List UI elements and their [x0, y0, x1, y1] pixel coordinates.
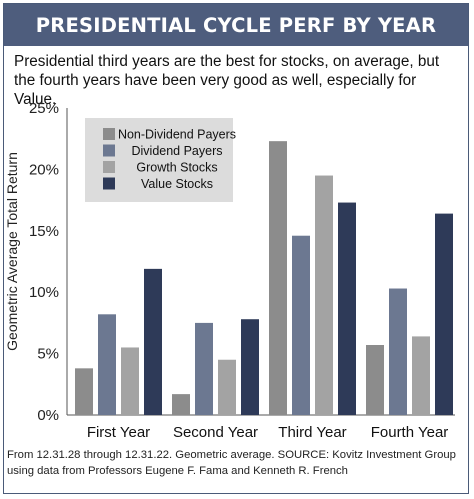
bar-non-dividend-payers-first-year [75, 368, 93, 415]
bar-value-stocks-third-year [338, 202, 356, 415]
y-axis-title: Geometric Average Total Return [4, 152, 20, 351]
bar-growth-stocks-third-year [315, 175, 333, 415]
bar-non-dividend-payers-second-year [172, 394, 190, 415]
bar-growth-stocks-first-year [121, 347, 139, 415]
source-footnote: From 12.31.28 through 12.31.22. Geometri… [7, 449, 456, 477]
bar-dividend-payers-first-year [98, 314, 116, 415]
bar-dividend-payers-fourth-year [389, 288, 407, 415]
bar-dividend-payers-second-year [195, 322, 213, 415]
bar-dividend-payers-third-year [292, 235, 310, 415]
x-category-label: Second Year [173, 424, 258, 441]
x-category-labels: First Year Second Year Third Year Fourth Ye… [87, 424, 448, 441]
bar-growth-stocks-fourth-year [412, 336, 430, 415]
x-category-label: First Year [87, 424, 150, 441]
legend-swatch [103, 177, 115, 190]
x-category-label: Third Year [278, 424, 346, 441]
bar-non-dividend-payers-third-year [269, 141, 287, 415]
bar-growth-stocks-second-year [218, 359, 236, 415]
bar-value-stocks-fourth-year [435, 213, 453, 415]
bar-non-dividend-payers-fourth-year [366, 345, 384, 415]
legend-label: Growth Stocks [136, 161, 217, 175]
y-tick-label: 5% [37, 346, 59, 363]
y-tick-label: 0% [37, 407, 59, 424]
bar-series [75, 141, 453, 415]
y-tick-label: 20% [29, 161, 59, 178]
legend-label: Dividend Payers [131, 144, 222, 158]
legend-label: Value Stocks [141, 177, 213, 191]
legend-label: Non-Dividend Payers [118, 128, 236, 142]
y-tick-label: 25% [29, 100, 59, 117]
bar-value-stocks-second-year [241, 319, 259, 415]
chart-subtitle: Presidential third years are the best fo… [14, 53, 440, 108]
legend-swatch [103, 144, 115, 157]
chart-title-banner: PRESIDENTIAL CYCLE PERF BY YEAR [4, 4, 468, 46]
x-category-label: Fourth Year [371, 424, 449, 441]
legend-swatch [103, 161, 115, 173]
y-tick-label: 15% [29, 223, 59, 240]
legend: Non-Dividend Payers Dividend Payers Growth… [85, 118, 236, 202]
y-tick-labels: 0% 5% 10% 15% 20% 25% [29, 100, 59, 424]
legend-swatch [103, 128, 115, 140]
bar-value-stocks-first-year [144, 268, 162, 415]
y-tick-label: 10% [29, 284, 59, 301]
